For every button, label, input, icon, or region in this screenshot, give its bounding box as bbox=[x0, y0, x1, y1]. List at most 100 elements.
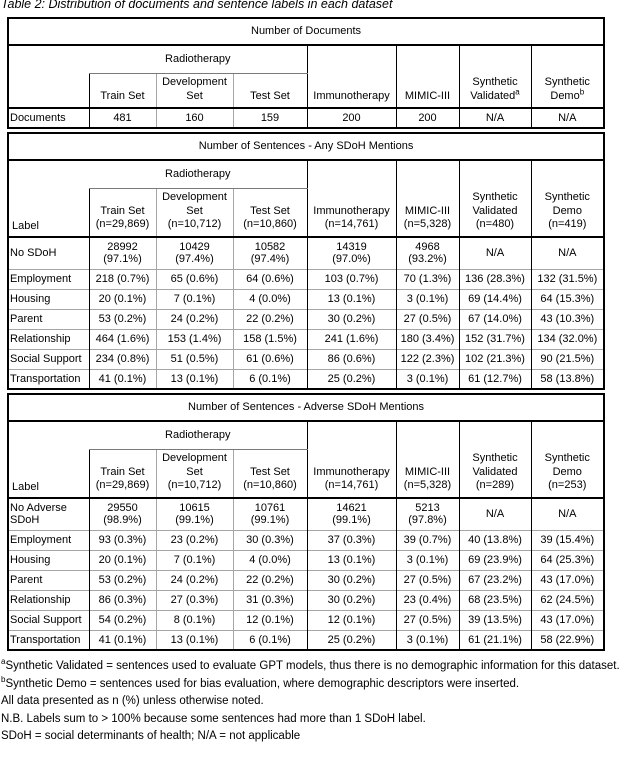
cell-value: 43 (10.3%) bbox=[530, 308, 605, 329]
column-header: Synthetic Validated (n=480) bbox=[458, 160, 531, 237]
header-line: Set bbox=[158, 205, 232, 219]
header-line-text: (n=29,869) bbox=[95, 479, 150, 491]
table-row: Housing 20 (0.1%) 7 (0.1%) 4 (0.0%) 13 (0.1%… bbox=[8, 288, 605, 309]
header-line-text: Development bbox=[162, 191, 227, 203]
sub-header-row: Train Set (n=29,869) Development Set (n=10,7… bbox=[8, 449, 604, 498]
cell-value: 13 (0.1%) bbox=[306, 288, 396, 309]
cell-value: 58 (22.9%) bbox=[530, 629, 605, 650]
cell-value: 24 (0.2%) bbox=[155, 569, 233, 590]
header-line: MIMIC-III bbox=[398, 205, 458, 219]
cell-value-line: 10582 bbox=[254, 240, 286, 253]
table-container: Number of Documents Radiotherapy Immunothe… bbox=[0, 17, 640, 651]
header-line: Set bbox=[158, 466, 232, 480]
cell-value: 39 (0.7%) bbox=[395, 529, 459, 550]
cell-value: 27 (0.3%) bbox=[155, 589, 233, 610]
cell-value: 481 bbox=[88, 107, 156, 128]
cell-value: 70 (1.3%) bbox=[395, 268, 459, 289]
cell-value: 103 (0.7%) bbox=[306, 268, 396, 289]
header-line-text: (n=480) bbox=[475, 218, 515, 230]
column-header: Synthetic Validated (n=289) bbox=[458, 421, 531, 498]
cell-value: 53 (0.2%) bbox=[88, 308, 156, 329]
section-banner: Number of Sentences - Any SDoH Mentions bbox=[8, 133, 605, 161]
label-column-header: Label bbox=[12, 480, 39, 493]
cell-value: 22 (0.2%) bbox=[232, 308, 307, 329]
cell-value: 153 (1.4%) bbox=[155, 328, 233, 349]
header-line-text: Synthetic bbox=[544, 191, 590, 203]
footnote-text: All data presented as n (%) unless other… bbox=[1, 695, 264, 707]
header-line: Immunotherapy bbox=[309, 205, 395, 219]
header-line: Test Set bbox=[235, 205, 306, 219]
header-line-text: Test Set bbox=[250, 465, 290, 478]
cell-value: 20 (0.1%) bbox=[88, 549, 156, 570]
table-row: Documents 481 160 159 200 200 N/A N/A bbox=[8, 107, 605, 128]
section-banner-row: Number of Documents bbox=[8, 18, 605, 46]
cell-value-line: (97.4%) bbox=[250, 253, 290, 265]
cell-value: 27 (0.5%) bbox=[395, 308, 459, 329]
header-line-text: (n=29,869) bbox=[95, 218, 150, 230]
header-line-text: (n=10,712) bbox=[167, 218, 222, 230]
header-line: Synthetic bbox=[533, 191, 603, 205]
cell-value: 12 (0.1%) bbox=[232, 609, 307, 630]
footnote-data-note: All data presented as n (%) unless other… bbox=[1, 693, 640, 711]
header-line: (n=253) bbox=[533, 479, 603, 493]
cell-value: 54 (0.2%) bbox=[88, 609, 156, 630]
header-line: Test Set bbox=[235, 90, 306, 104]
row-label: Employment bbox=[8, 529, 89, 550]
table-row: Social Support 234 (0.8%) 51 (0.5%) 61 (0.6… bbox=[8, 348, 605, 369]
cell-value: 5213 (97.8%) bbox=[395, 496, 459, 530]
header-line: (n=5,328) bbox=[398, 218, 458, 232]
header-line-text: (n=14,761) bbox=[324, 479, 379, 491]
cell-value: 152 (31.7%) bbox=[458, 328, 531, 349]
cell-value: 28992 (97.1%) bbox=[88, 235, 156, 269]
column-header: MIMIC-III bbox=[395, 45, 459, 108]
header-line: Development bbox=[158, 191, 232, 205]
cell-value: 10761 (99.1%) bbox=[232, 496, 307, 530]
cell-value: 90 (21.5%) bbox=[530, 348, 605, 369]
row-label: No SDoH bbox=[8, 235, 89, 269]
superscript-marker: a bbox=[515, 86, 520, 96]
section-banner: Number of Sentences - Adverse SDoH Menti… bbox=[8, 394, 605, 422]
header-line: (n=10,712) bbox=[158, 218, 232, 232]
superscript-marker: b bbox=[579, 86, 585, 96]
cell-value: 69 (14.4%) bbox=[458, 288, 531, 309]
cell-value: N/A bbox=[530, 107, 605, 128]
cell-value: 31 (0.3%) bbox=[232, 589, 307, 610]
cell-value: 4 (0.0%) bbox=[232, 288, 307, 309]
header-line-text: Validated bbox=[472, 465, 518, 478]
column-header: Immunotherapy bbox=[306, 45, 396, 108]
cell-value: 13 (0.1%) bbox=[306, 549, 396, 570]
header-line-text: Test Set bbox=[250, 89, 290, 102]
cell-value: 3 (0.1%) bbox=[395, 368, 459, 389]
header-line-text: Immunotherapy bbox=[313, 204, 390, 217]
column-header: Train Set (n=29,869) bbox=[88, 449, 156, 498]
header-line-text: (n=253) bbox=[548, 479, 587, 491]
cell-value-line: (93.2%) bbox=[408, 253, 447, 265]
row-label: No Adverse SDoH bbox=[8, 496, 89, 530]
cell-value-line: (99.1%) bbox=[175, 514, 214, 526]
column-header: Test Set (n=10,860) bbox=[232, 449, 307, 498]
cell-value-line: 29550 bbox=[107, 501, 138, 514]
header-line-text: (n=14,761) bbox=[324, 218, 379, 230]
table-row: Relationship 464 (1.6%) 153 (1.4%) 158 (1.5… bbox=[8, 328, 605, 349]
header-line: Synthetic bbox=[461, 452, 530, 466]
cell-value: 23 (0.4%) bbox=[395, 589, 459, 610]
row-label: Housing bbox=[8, 288, 89, 309]
cell-value: 13 (0.1%) bbox=[155, 368, 233, 389]
header-line: (n=10,860) bbox=[235, 218, 306, 232]
header-line: Train Set bbox=[91, 466, 155, 480]
table-row: Parent 53 (0.2%) 24 (0.2%) 22 (0.2%) 30 (0.2… bbox=[8, 569, 605, 590]
cell-value-line: 4968 bbox=[415, 240, 440, 253]
header-line-text: (n=419) bbox=[548, 218, 587, 230]
cell-value: 86 (0.3%) bbox=[88, 589, 156, 610]
header-line: Train Set bbox=[91, 90, 155, 104]
header-line: Synthetic bbox=[461, 191, 530, 205]
cell-value: 69 (23.9%) bbox=[458, 549, 531, 570]
cell-value: 160 bbox=[155, 107, 233, 128]
cell-value: 4 (0.0%) bbox=[232, 549, 307, 570]
header-line: Synthetic bbox=[533, 76, 603, 90]
cell-value-line: (97.4%) bbox=[175, 253, 214, 265]
cell-value: 180 (3.4%) bbox=[395, 328, 459, 349]
cell-value: 22 (0.2%) bbox=[232, 569, 307, 590]
header-line: Validated bbox=[461, 205, 530, 219]
cell-value: N/A bbox=[458, 107, 531, 128]
